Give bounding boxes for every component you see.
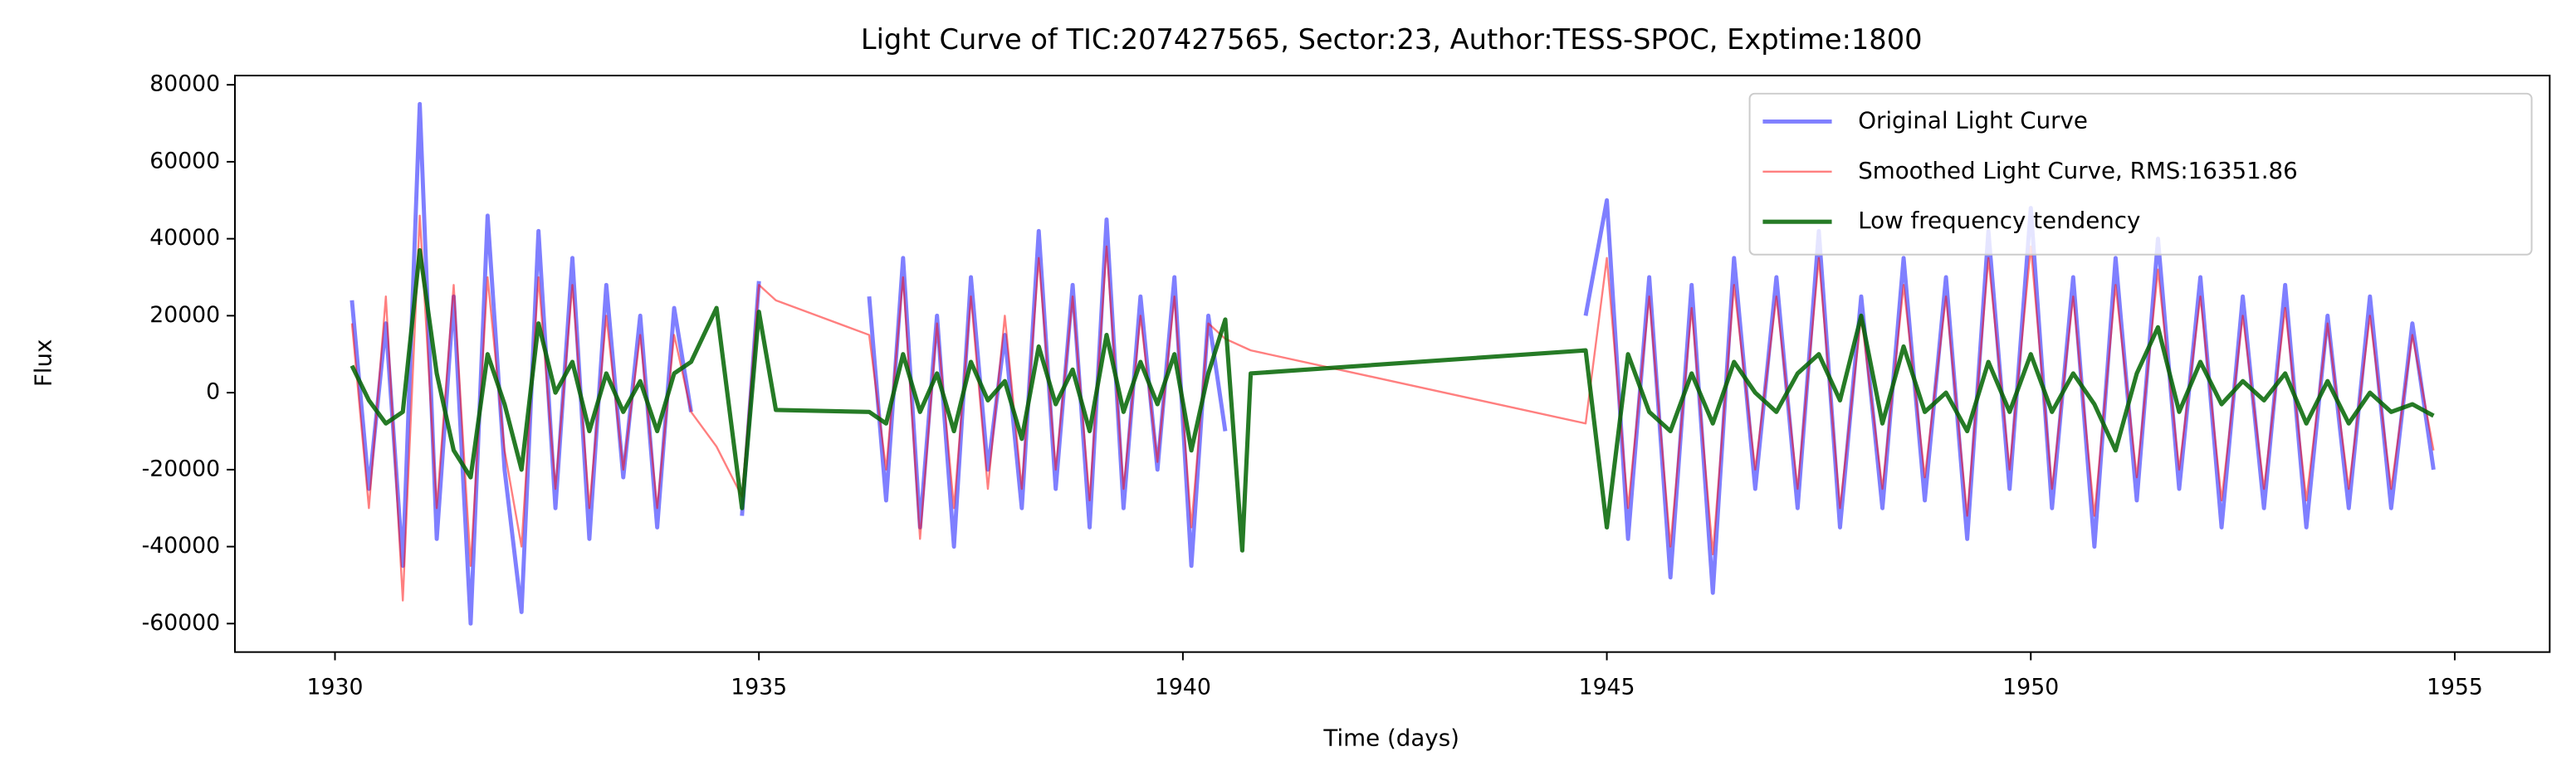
y-tick-label: 80000 [149,71,220,97]
x-tick-label: 1945 [1579,675,1635,700]
legend-label: Smoothed Light Curve, RMS:16351.86 [1858,157,2298,184]
x-tick-label: 1935 [731,675,787,700]
axes-frame [234,75,2551,653]
chart-title: Light Curve of TIC:207427565, Sector:23,… [861,23,1923,56]
plot-area [349,101,2436,626]
series-line [349,247,2435,553]
y-tick-label: 20000 [149,302,220,328]
y-tick-label: 60000 [149,148,220,173]
x-tick-label: 1940 [1155,675,1211,700]
legend-label: Original Light Curve [1858,106,2088,134]
y-tick-label: 40000 [149,225,220,251]
x-tick-label: 1930 [307,675,364,700]
legend-label: Low frequency tendency [1858,207,2140,234]
x-axis-label: Time (days) [1322,725,1459,752]
legend-box [1748,92,2533,256]
y-tick-label: -60000 [142,610,221,636]
y-tick-label: 0 [206,379,220,405]
series-line [350,214,2435,602]
y-axis-label: Flux [29,339,56,388]
x-tick-label: 1955 [2427,675,2483,700]
y-tick-label: -20000 [142,456,221,481]
x-tick-label: 1950 [2002,675,2059,700]
y-tick-label: -40000 [142,533,221,559]
